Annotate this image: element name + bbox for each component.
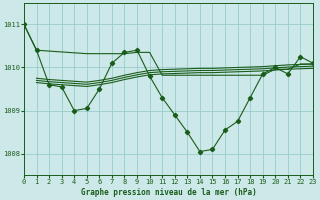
X-axis label: Graphe pression niveau de la mer (hPa): Graphe pression niveau de la mer (hPa) bbox=[81, 188, 256, 197]
